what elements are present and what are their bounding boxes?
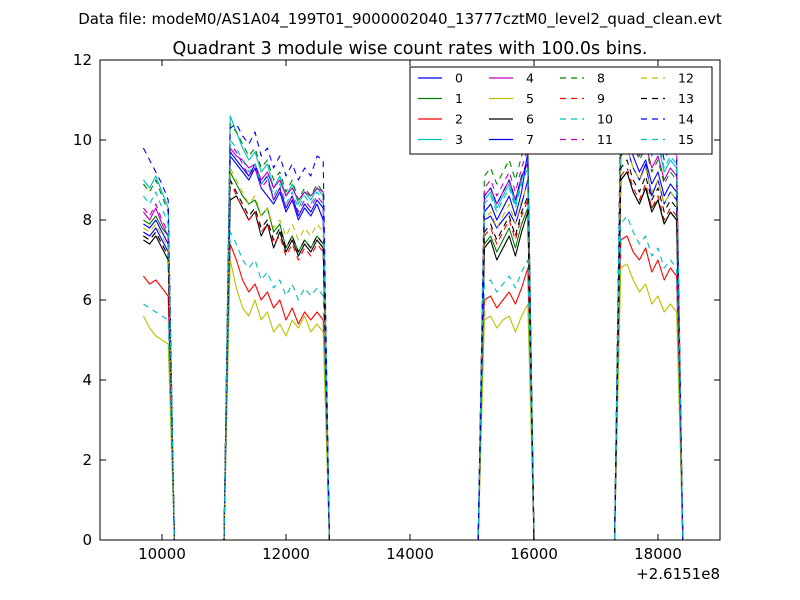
- legend-entry-0: 0: [418, 71, 463, 86]
- legend-entry-10: 10: [560, 112, 613, 127]
- legend-label-5: 5: [526, 91, 534, 106]
- y-tick-label: 6: [82, 291, 92, 309]
- legend-entry-3: 3: [418, 132, 463, 147]
- legend-entry-8: 8: [560, 71, 605, 86]
- series-line-9: [143, 167, 684, 541]
- legend-entry-11: 11: [560, 132, 613, 147]
- series-line-14: [142, 87, 684, 541]
- legend-label-2: 2: [455, 112, 463, 127]
- legend-entry-14: 14: [641, 112, 694, 127]
- legend-entry-7: 7: [489, 132, 534, 147]
- legend-label-14: 14: [678, 112, 694, 127]
- y-tick-label: 0: [82, 531, 92, 549]
- series-line-12: [143, 147, 684, 541]
- legend-entry-1: 1: [418, 91, 463, 106]
- legend-entry-5: 5: [489, 91, 534, 106]
- series-line-13: [143, 159, 684, 541]
- x-tick-label: 14000: [386, 545, 434, 563]
- y-tick-label: 4: [82, 371, 92, 389]
- legend-entry-15: 15: [641, 132, 694, 147]
- legend-label-12: 12: [678, 71, 694, 86]
- y-tick-label: 12: [73, 51, 92, 69]
- legend-label-4: 4: [526, 71, 534, 86]
- figure-suptitle: Data file: modeM0/AS1A04_199T01_90000020…: [78, 10, 722, 29]
- y-tick-label: 2: [82, 451, 92, 469]
- legend-label-11: 11: [597, 132, 613, 147]
- legend-entry-12: 12: [641, 71, 694, 86]
- legend-label-6: 6: [526, 112, 534, 127]
- legend-entry-6: 6: [489, 112, 534, 127]
- legend-entry-9: 9: [560, 91, 605, 106]
- x-tick-label: 12000: [262, 545, 310, 563]
- legend-label-10: 10: [597, 112, 613, 127]
- chart-title: Quadrant 3 module wise count rates with …: [173, 39, 648, 59]
- series-layer: [142, 79, 684, 541]
- y-tick-label: 8: [82, 211, 92, 229]
- legend-label-13: 13: [678, 91, 694, 106]
- y-tick-label: 10: [73, 131, 92, 149]
- legend-label-15: 15: [678, 132, 694, 147]
- legend-entry-2: 2: [418, 112, 463, 127]
- x-tick-label: 16000: [510, 545, 558, 563]
- x-axis-offset-label: +2.6151e8: [636, 565, 720, 583]
- x-tick-label: 18000: [634, 545, 682, 563]
- legend-entry-4: 4: [489, 71, 534, 86]
- legend-label-3: 3: [455, 132, 463, 147]
- legend-label-0: 0: [455, 71, 463, 86]
- legend-label-7: 7: [526, 132, 534, 147]
- legend-label-8: 8: [597, 71, 605, 86]
- legend-entry-13: 13: [641, 91, 694, 106]
- x-tick-label: 10000: [138, 545, 186, 563]
- legend-label-1: 1: [455, 91, 463, 106]
- legend-label-9: 9: [597, 91, 605, 106]
